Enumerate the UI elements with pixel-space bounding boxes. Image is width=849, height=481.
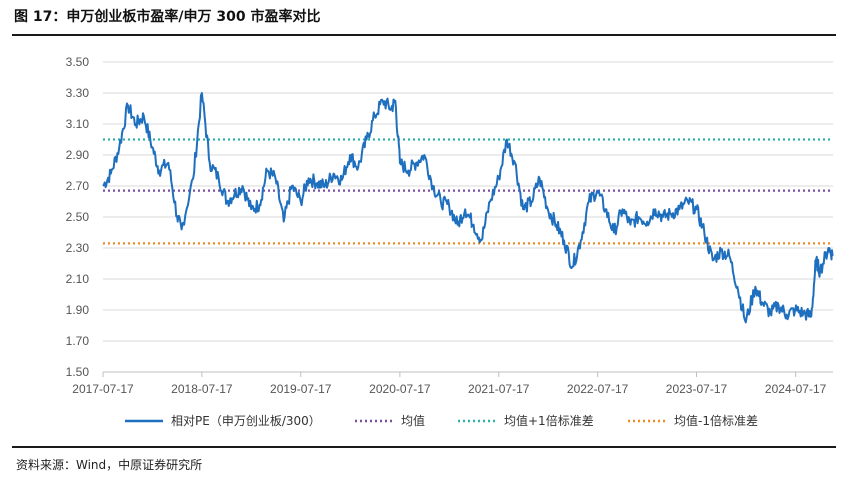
chart-title: 图 17：申万创业板市盈率/申万 300 市盈率对比 [14, 9, 321, 25]
x-tick-label: 2020-07-17 [369, 382, 431, 396]
legend-item-mean-label: 均值 [401, 413, 425, 428]
y-tick-label: 3.50 [66, 55, 90, 69]
source-note: 资料来源：Wind，中原证券研究所 [16, 458, 203, 472]
x-tick-label: 2024-07-17 [765, 382, 827, 396]
legend: 相对PE（申万创业板/300） 均值 均值+1倍标准差 均值-1倍标准差 [125, 413, 758, 428]
series-line [102, 92, 834, 324]
x-tick-label: 2018-07-17 [171, 382, 233, 396]
y-tick-label: 3.10 [66, 117, 90, 131]
legend-item-plus1-label: 均值+1倍标准差 [504, 413, 594, 428]
y-tick-label: 2.70 [66, 179, 90, 193]
y-tick-label: 1.70 [66, 334, 90, 348]
axes: 3.50 3.30 3.10 2.90 2.70 2.50 2.30 2.10 1.90 1.70… [66, 55, 833, 396]
x-tick-label: 2019-07-17 [270, 382, 332, 396]
y-tick-label: 2.50 [66, 210, 90, 224]
x-tick-label: 2021-07-17 [468, 382, 530, 396]
legend-item-series-label: 相对PE（申万创业板/300） [171, 414, 321, 428]
legend-item-minus1-label: 均值-1倍标准差 [674, 413, 758, 428]
y-tick-label: 2.10 [66, 272, 90, 286]
y-tick-label: 1.50 [66, 365, 90, 379]
y-tick-label: 2.30 [66, 241, 90, 255]
x-tick-label: 2023-07-17 [666, 382, 728, 396]
top-rule [12, 34, 836, 36]
y-tick-label: 1.90 [66, 303, 90, 317]
y-tick-label: 3.30 [66, 86, 90, 100]
series-group [102, 92, 834, 324]
x-tick-label: 2017-07-17 [72, 382, 134, 396]
x-tick-label: 2022-07-17 [567, 382, 629, 396]
y-tick-label: 2.90 [66, 148, 90, 162]
bottom-rule [12, 446, 836, 448]
grid-lines [103, 61, 833, 342]
